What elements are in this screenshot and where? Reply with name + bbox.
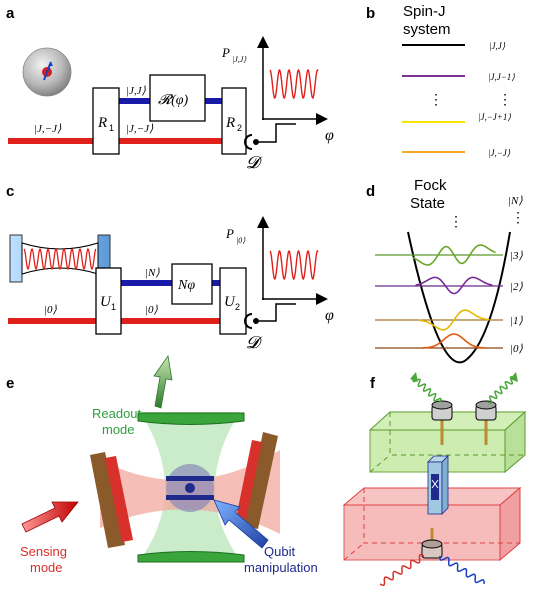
- readout-mirror-top: [137, 412, 245, 425]
- photon-out-2-head: [510, 372, 518, 382]
- sensing-arrow-icon: [21, 501, 79, 533]
- phase-gate-a-label: 𝓡(φ): [158, 93, 188, 108]
- ket-d-dots: ⋮: [511, 209, 525, 225]
- ket-d-3: |3⟩: [510, 250, 524, 262]
- wavefunction-0: [422, 333, 486, 349]
- gate-r1: R 1: [92, 87, 120, 155]
- ket-c-lower-left: |0⟩: [44, 304, 58, 316]
- phase-gate-c: Nφ: [171, 263, 213, 305]
- qubit-icon: [166, 464, 214, 512]
- qubit-label-1: Qubit: [264, 544, 295, 559]
- ket-d-1: |1⟩: [510, 315, 524, 327]
- ket-b-1: |J,J−1⟩: [488, 72, 515, 82]
- plot-a-ylabel-sub: |J,J⟩: [232, 55, 247, 64]
- panel-label-a: a: [6, 5, 15, 22]
- detector-label-c: 𝓓: [246, 333, 263, 352]
- wavefunction-1: [418, 309, 490, 331]
- plot-a: [257, 36, 328, 125]
- ket-b-3: |J,−J+1⟩: [478, 112, 511, 122]
- qubit-arrow-icon: [213, 499, 269, 549]
- wavefunction-2: [415, 276, 493, 295]
- qubit-label-2: manipulation: [244, 560, 318, 575]
- sensing-mirror-left: [90, 452, 133, 548]
- photon-out-2: [487, 376, 515, 404]
- wavefunction-3: [412, 244, 496, 266]
- readout-mirror-bottom: [137, 551, 245, 563]
- readout-label-2: mode: [102, 422, 135, 437]
- gate-r2-sub: 2: [237, 123, 242, 133]
- plot-c-xlabel: φ: [325, 307, 334, 324]
- detector-label-a: 𝓓: [246, 153, 263, 172]
- gate-u1-label: U: [100, 294, 112, 310]
- panel-b: b Spin-J system |J,J⟩ |J,J−1⟩ ⋮ |J,−J+1⟩…: [366, 3, 515, 158]
- gate-u1-sub: 1: [111, 302, 116, 312]
- photon-in-blue: [439, 555, 485, 585]
- ket-a-lower-mid: |J,−J⟩: [126, 123, 154, 135]
- photon-in-red: [379, 553, 425, 587]
- readout-pins: [431, 400, 497, 445]
- plot-c-ylabel-sub: |0⟩: [236, 236, 246, 245]
- panel-d: d Fock State ⋮ |N⟩ ⋮ |3⟩ |2⟩ |1⟩ |0⟩: [366, 177, 525, 364]
- phase-gate-a: 𝓡(φ): [149, 74, 206, 122]
- panel-label-c: c: [6, 183, 14, 200]
- drive-pin: [421, 528, 443, 559]
- gate-r1-label: R: [97, 115, 107, 131]
- sensing-label-2: mode: [30, 560, 63, 575]
- panel-e: e: [6, 354, 318, 575]
- red-cavity-block: [342, 486, 522, 562]
- ket-c-upper-mid: |N⟩: [145, 267, 160, 279]
- panel-b-title-1: Spin-J: [403, 3, 446, 20]
- cavity-icon: [9, 234, 111, 283]
- plot-c-ylabel: P: [225, 226, 234, 241]
- plot-c: [257, 216, 328, 305]
- ket-c-lower-mid: |0⟩: [145, 304, 159, 316]
- panel-a: a R 1 𝓡(φ) R 2 |J,−J⟩ |J,J⟩ |: [6, 5, 334, 172]
- gate-u2-sub: 2: [235, 302, 240, 312]
- ket-b-4: |J,−J⟩: [488, 148, 511, 158]
- panel-d-title-1: Fock: [414, 177, 447, 194]
- gate-u1: U 1: [95, 267, 122, 335]
- ket-d-N: |N⟩: [508, 195, 523, 207]
- panel-d-title-2: State: [410, 195, 445, 212]
- panel-b-title-2: system: [403, 21, 451, 38]
- panel-label-e: e: [6, 375, 14, 392]
- panel-f: f: [342, 372, 527, 587]
- ket-d-2: |2⟩: [510, 281, 524, 293]
- plot-a-ylabel: P: [221, 45, 230, 60]
- fringe-curve-c: [269, 249, 319, 281]
- sensing-mirror-right: [236, 432, 278, 529]
- detector-icon-c: [244, 303, 296, 329]
- ket-a-upper-mid: |J,J⟩: [126, 85, 147, 97]
- harmonic-potential: [407, 231, 511, 364]
- photon-out-1-head: [410, 372, 418, 382]
- spin-sphere-icon: [22, 47, 72, 97]
- dots-d: ⋮: [449, 213, 463, 229]
- panel-label-b: b: [366, 5, 375, 22]
- sensing-label-1: Sensing: [20, 544, 67, 559]
- photon-out-1: [412, 377, 442, 403]
- dots-b: ⋮: [429, 91, 443, 107]
- ket-a-lower-left: |J,−J⟩: [34, 123, 62, 135]
- panel-c: c U 1 Nφ U 2 |N⟩ |0⟩ |0⟩: [6, 183, 334, 352]
- panel-label-f: f: [370, 375, 376, 392]
- readout-arrow-icon: [153, 354, 173, 409]
- ket-b-0: |J,J⟩: [489, 41, 506, 51]
- red-beam-c: [8, 318, 244, 324]
- gate-u2: U 2: [219, 267, 247, 335]
- qubit-chip-icon: [427, 455, 449, 515]
- phase-gate-c-label: Nφ: [177, 278, 195, 293]
- gate-u2-label: U: [224, 294, 236, 310]
- panel-label-d: d: [366, 183, 375, 200]
- detector-icon-a: [244, 123, 296, 150]
- ket-d-0: |0⟩: [510, 343, 524, 355]
- ket-b-2: ⋮: [498, 91, 512, 107]
- readout-label-1: Readout: [92, 406, 142, 421]
- gate-r1-sub: 1: [109, 123, 114, 133]
- gate-r2-label: R: [225, 115, 235, 131]
- gate-r2: R 2: [221, 87, 247, 155]
- fringe-curve-a: [269, 68, 319, 100]
- red-beam-a: [8, 138, 242, 144]
- plot-a-xlabel: φ: [325, 127, 334, 144]
